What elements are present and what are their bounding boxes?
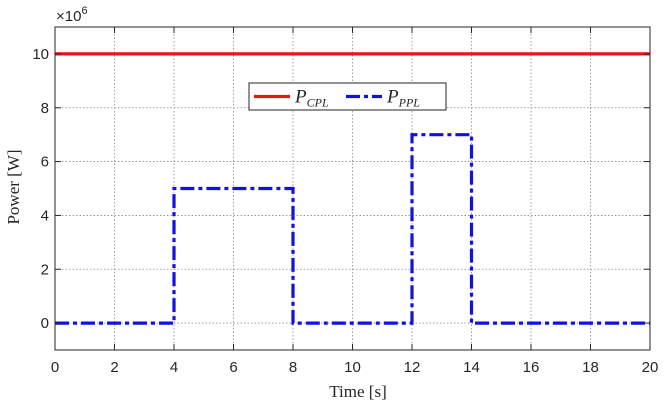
y-tick-label: 8: [41, 100, 49, 117]
series-line-ppl: [55, 133, 650, 325]
y-tick-label: 2: [41, 261, 49, 278]
grid-layer: [55, 27, 650, 350]
legend-label-ppl: PPPL: [386, 87, 420, 110]
y-tick-label: 0: [41, 315, 49, 332]
x-tick-label: 20: [642, 359, 659, 376]
y-axis-title: Power [W]: [4, 149, 23, 224]
x-tick-label: 8: [289, 359, 297, 376]
x-tick-label: 14: [463, 359, 480, 376]
x-tick-label: 2: [110, 359, 118, 376]
x-tick-label: 4: [170, 359, 178, 376]
y-tick-label: 10: [32, 46, 49, 63]
y-tick-label: 4: [41, 207, 49, 224]
axes-layer: 0 2 4 6 8 10 12 14 16 18 20 0 2 4 6 8 10: [32, 26, 659, 376]
x-tick-label: 0: [51, 359, 59, 376]
series-layer: [55, 52, 650, 325]
y-exponent-label: ×106: [56, 5, 88, 25]
x-tick-label: 12: [404, 359, 421, 376]
x-axis-title: Time [s]: [329, 382, 386, 401]
legend: PCPL PPPL: [248, 82, 447, 111]
x-tick-label: 18: [582, 359, 599, 376]
y-tick-label: 6: [41, 154, 49, 171]
legend-label-cpl: PCPL: [294, 87, 329, 110]
x-tick-label: 16: [523, 359, 540, 376]
x-tick-label: 10: [344, 359, 361, 376]
x-tick-label: 6: [229, 359, 237, 376]
